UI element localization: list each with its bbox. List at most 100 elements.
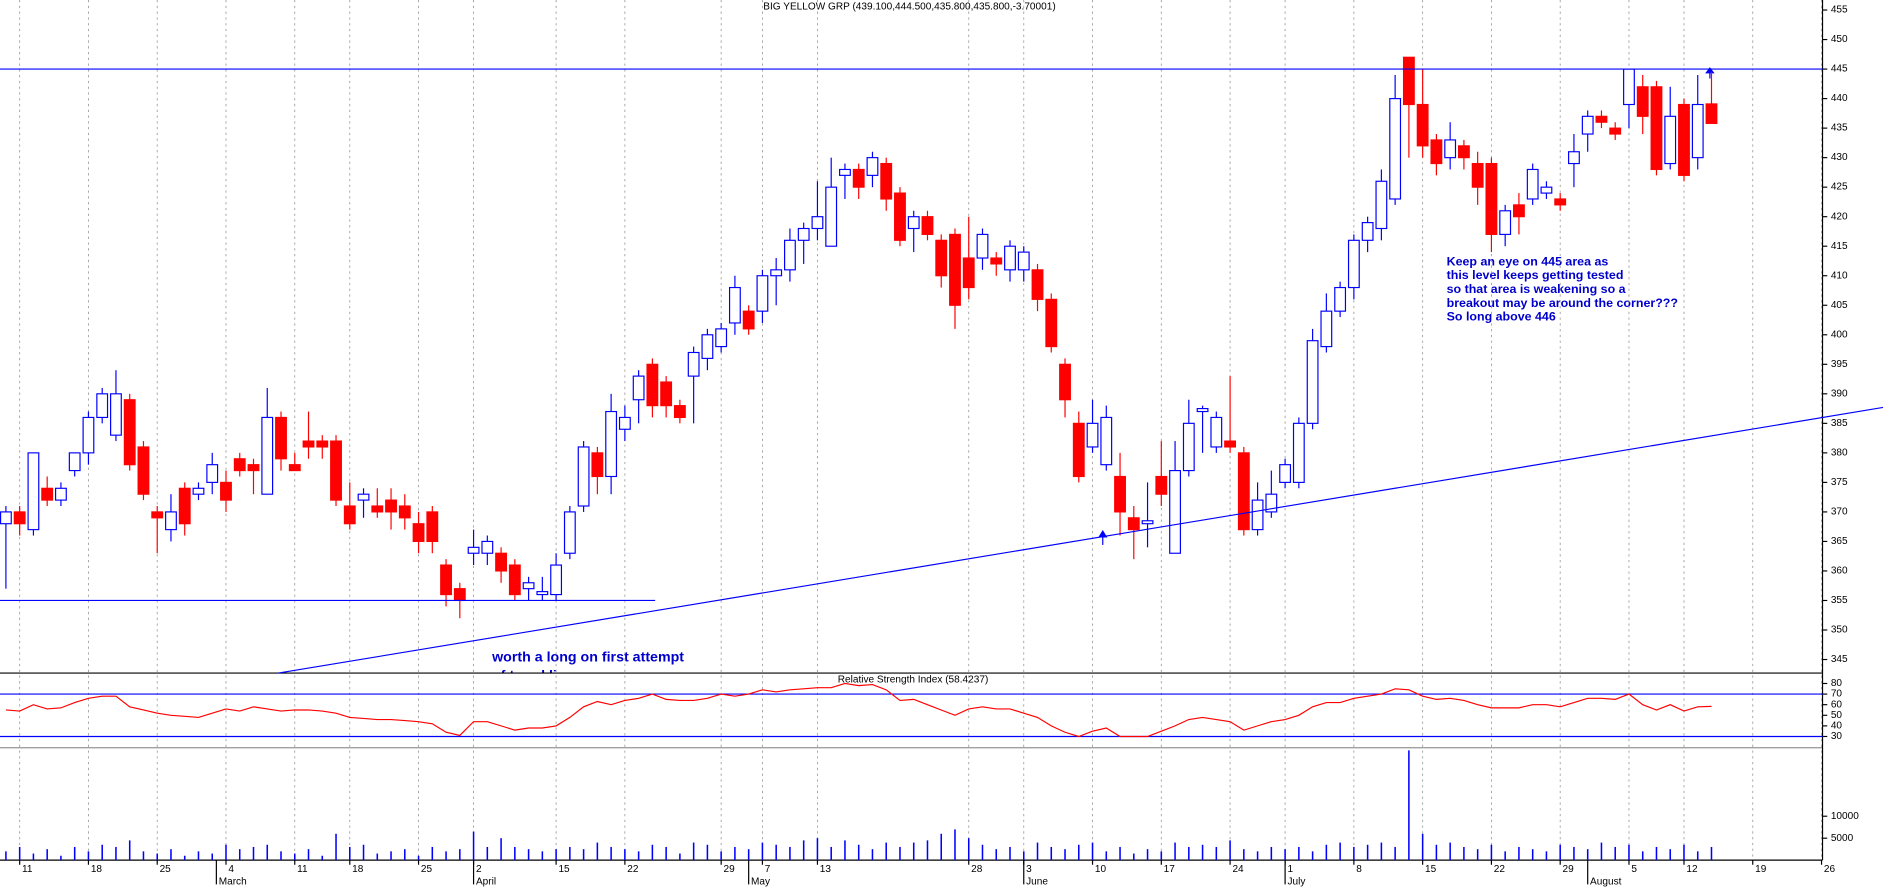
candle-body: [880, 162, 893, 200]
candle-body: [1072, 422, 1085, 478]
candle-body: [1623, 68, 1635, 106]
candle-body: [398, 505, 411, 519]
y-tick-label: 425: [1831, 182, 1848, 193]
candle-body: [728, 286, 741, 324]
month-label: April: [476, 877, 496, 888]
candle-body: [1595, 115, 1608, 123]
y-tick-label: 5000: [1831, 833, 1854, 844]
x-tick-label: 18: [91, 864, 103, 875]
y-tick-label: 455: [1831, 5, 1848, 16]
x-tick-label: 10: [1095, 864, 1107, 875]
x-tick-label: 19: [1755, 864, 1767, 875]
candle-body: [1430, 139, 1443, 165]
candle-body: [1457, 145, 1470, 159]
rsi-title: Relative Strength Index (58.4237): [838, 675, 989, 686]
trend-line: [278, 406, 1883, 674]
y-tick-label: 405: [1831, 300, 1848, 311]
candle-body: [852, 168, 865, 188]
candle-body: [949, 233, 961, 306]
candle-body: [563, 511, 576, 554]
candle-body: [1155, 475, 1168, 495]
candle-body: [467, 546, 480, 554]
candle-body: [866, 157, 879, 176]
candle-body: [1361, 222, 1374, 241]
candle-body: [0, 511, 12, 525]
candle-body: [1554, 198, 1567, 206]
x-tick-label: 15: [1425, 864, 1437, 875]
candle-body: [1402, 56, 1415, 106]
candle-body: [605, 410, 618, 478]
candle-body: [481, 540, 494, 554]
chart-title: BIG YELLOW GRP (439.100,444.500,435.800,…: [763, 2, 1055, 13]
candle-body: [1444, 139, 1457, 159]
y-tick-label: 365: [1831, 536, 1848, 547]
candle-body: [151, 511, 164, 519]
candle-body: [1705, 103, 1718, 124]
y-tick-label: 375: [1831, 477, 1848, 488]
candle-body: [1485, 162, 1498, 235]
candle-body: [357, 493, 370, 501]
x-tick-label: 12: [1686, 864, 1698, 875]
candle-body: [68, 452, 81, 472]
y-tick-label: 345: [1831, 654, 1848, 665]
x-tick-label: 4: [228, 864, 234, 875]
y-tick-label: 430: [1831, 152, 1848, 163]
month-label: March: [219, 877, 247, 888]
x-tick-label: 22: [1494, 864, 1506, 875]
candle-body: [756, 275, 769, 312]
candle-body: [165, 511, 177, 531]
candle-body: [1375, 180, 1388, 230]
y-tick-label: 80: [1831, 678, 1843, 689]
candle-body: [1568, 151, 1580, 165]
candle-body: [1650, 86, 1663, 171]
candle-body: [797, 227, 810, 241]
candle-body: [784, 239, 796, 271]
month-label: May: [751, 877, 770, 888]
rsi-line: [5, 682, 1712, 738]
x-tick-label: 29: [724, 864, 736, 875]
x-tick-label: 28: [971, 864, 983, 875]
arrow: [1098, 67, 1715, 545]
y-tick-label: 40: [1831, 721, 1843, 732]
y-tick-label: 350: [1831, 625, 1848, 636]
candle-body: [1224, 440, 1237, 448]
candle-body: [770, 269, 783, 277]
candle-body: [839, 168, 851, 176]
x-tick-label: 11: [22, 864, 33, 875]
candle-body: [1499, 210, 1512, 235]
candle-body: [1265, 493, 1278, 513]
candle-body: [646, 363, 659, 407]
candle-body: [1004, 245, 1016, 271]
y-tick-label: 400: [1831, 329, 1848, 340]
y-tick-label: 380: [1831, 448, 1848, 459]
candle-body: [96, 393, 109, 419]
candle-body: [632, 375, 645, 401]
candle-body: [687, 351, 700, 377]
candle-body: [1045, 298, 1058, 348]
candle-body: [412, 523, 425, 543]
month-label: June: [1026, 877, 1048, 888]
candle-body: [1526, 168, 1539, 200]
candle-body: [82, 416, 95, 454]
candle-body: [137, 446, 150, 495]
candle-body: [426, 511, 439, 543]
candle-body: [990, 257, 1003, 265]
candle-body: [1086, 422, 1099, 448]
candle-body: [1334, 286, 1347, 312]
candle-body: [742, 310, 755, 330]
candle-body: [495, 552, 508, 572]
candle-body: [701, 334, 714, 359]
candle-body: [1141, 520, 1154, 525]
candle-body: [591, 452, 604, 478]
annotation: worth a long on first attempt: [491, 649, 684, 665]
candle-body: [330, 440, 342, 501]
candle-body: [1306, 340, 1319, 424]
candle-body: [935, 239, 948, 277]
candle-body: [192, 487, 205, 495]
candle-body: [577, 446, 590, 507]
candle-body: [1059, 363, 1071, 401]
candle-body: [302, 440, 315, 448]
x-tick-label: 13: [820, 864, 832, 875]
candle-body: [811, 216, 824, 230]
